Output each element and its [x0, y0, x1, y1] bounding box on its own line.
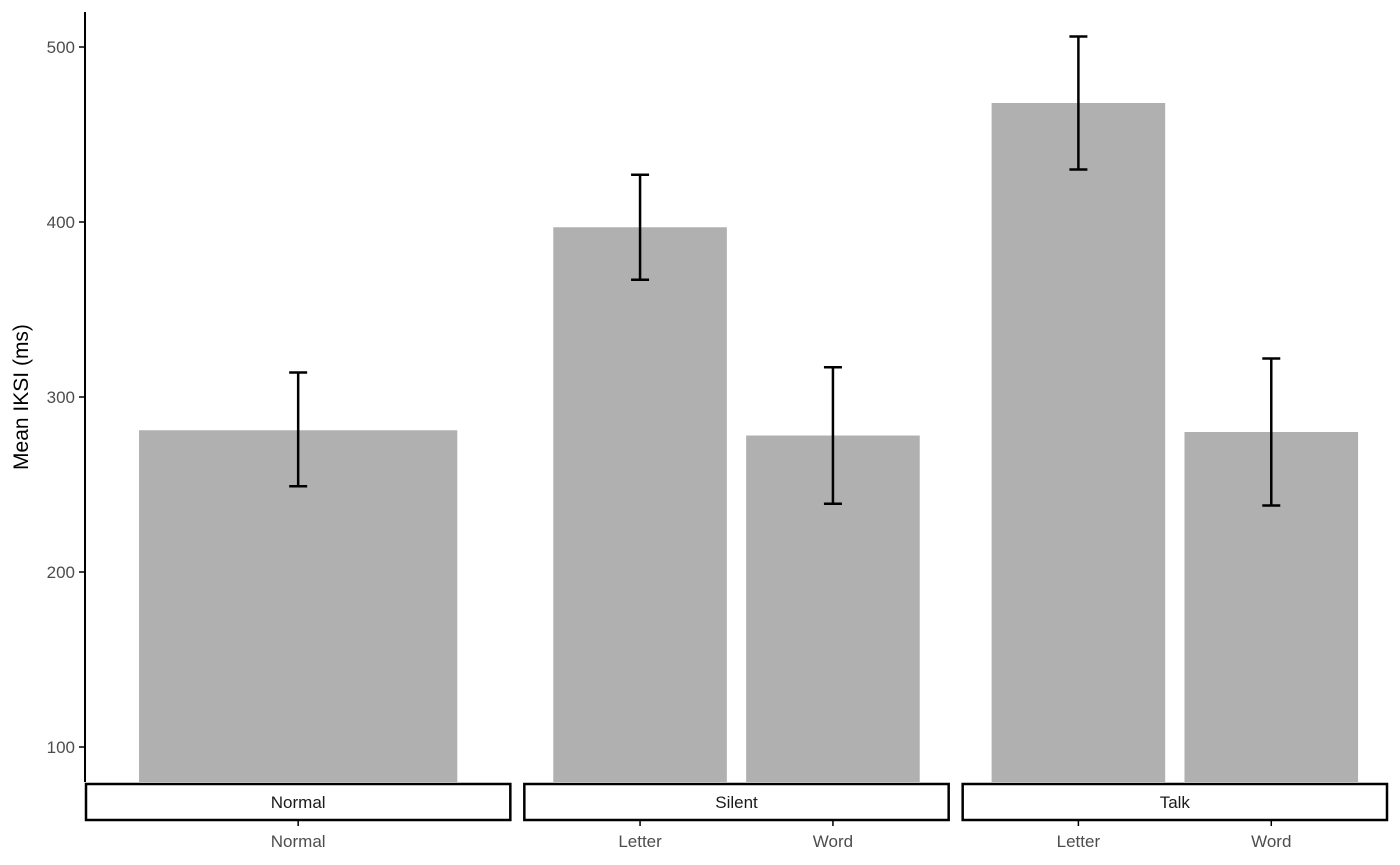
y-tick-label: 300: [47, 388, 75, 407]
x-tick-label: Letter: [618, 832, 662, 851]
facet-panel-talk: Letter Word Talk: [961, 35, 1389, 851]
y-axis-title: Mean IKSI (ms): [10, 324, 33, 470]
facet-panel-silent: Letter Word Silent: [523, 173, 950, 851]
x-tick-label: Normal: [271, 832, 326, 851]
x-tick-label: Word: [813, 832, 853, 851]
x-tick-label: Letter: [1057, 832, 1101, 851]
facet-strip-label: Silent: [715, 793, 758, 812]
facet-panel-normal: Normal Normal: [84, 371, 512, 851]
facet-strip: [84, 782, 512, 822]
panels: Normal Normal Letter Word Silent Letter Word Ta…: [84, 35, 1389, 851]
facet-strip-label: Normal: [271, 793, 326, 812]
facet-strip: [523, 782, 950, 822]
y-tick-label: 100: [47, 738, 75, 757]
y-tick-label: 400: [47, 213, 75, 232]
bar: [139, 430, 458, 782]
y-tick-label: 500: [47, 38, 75, 57]
y-axis: 100 200 300 400 500: [47, 12, 86, 782]
facet-strip-label: Talk: [1160, 793, 1191, 812]
y-tick-label: 200: [47, 563, 75, 582]
x-tick-label: Word: [1251, 832, 1291, 851]
facet-strip: [961, 782, 1389, 822]
bar: [991, 103, 1166, 782]
bar: [553, 227, 727, 782]
